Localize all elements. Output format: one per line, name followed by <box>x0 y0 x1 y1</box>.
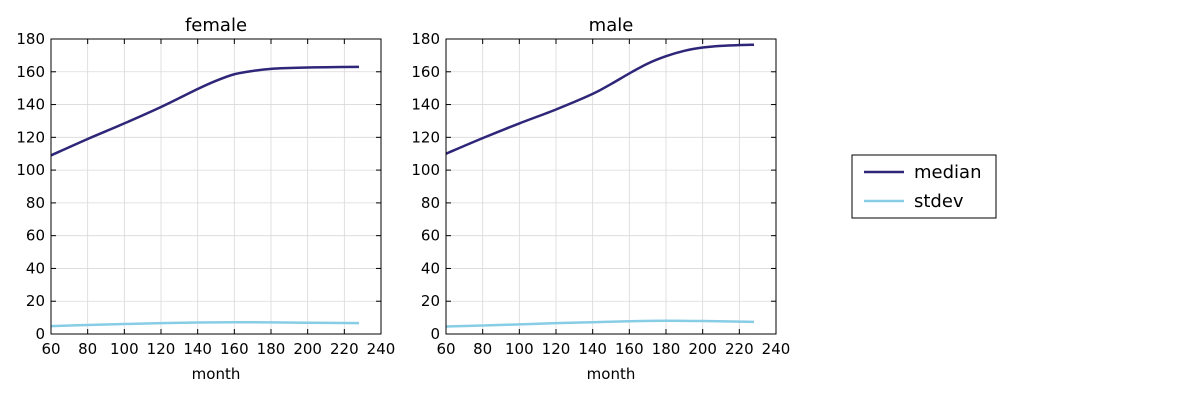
x-tick-label: 120 <box>147 340 176 358</box>
chart-panel-female: 60 80 100 120 140 160 180 200 220 240 0 20 40 60 80 100… <box>16 15 395 383</box>
y-tick-label: 0 <box>430 325 440 343</box>
y-tick-label: 0 <box>35 325 45 343</box>
plot-frame <box>445 38 777 335</box>
x-axis-label: month <box>587 365 636 383</box>
x-tick-label: 200 <box>688 340 717 358</box>
legend-label-median: median <box>914 162 981 183</box>
y-tick-label: 120 <box>411 128 440 146</box>
panel-title: male <box>589 15 634 36</box>
x-tick-label: 100 <box>505 340 534 358</box>
y-tick-label: 80 <box>421 194 440 212</box>
x-tick-label: 200 <box>293 340 322 358</box>
x-tick-label: 100 <box>110 340 139 358</box>
x-tick-label: 80 <box>78 340 97 358</box>
x-tick-label: 220 <box>330 340 359 358</box>
y-tick-label: 120 <box>16 128 45 146</box>
x-tick-label: 140 <box>578 340 607 358</box>
x-tick-label: 60 <box>41 340 60 358</box>
y-tick-label: 160 <box>16 63 45 81</box>
y-tick-label: 20 <box>26 292 45 310</box>
y-tick-label: 140 <box>16 96 45 114</box>
chart-panel-male: 60 80 100 120 140 160 180 200 220 240 0 20 40 60 80 100… <box>411 15 790 383</box>
x-tick-label: 180 <box>257 340 286 358</box>
legend-label-stdev: stdev <box>914 191 964 212</box>
y-tick-label: 180 <box>411 30 440 48</box>
series-line-median <box>446 43 755 155</box>
y-tick-label: 140 <box>411 96 440 114</box>
x-tick-label: 80 <box>473 340 492 358</box>
y-tick-label: 60 <box>26 227 45 245</box>
y-tick-label: 40 <box>26 259 45 277</box>
x-tick-label: 60 <box>436 340 455 358</box>
y-tick-label: 100 <box>411 161 440 179</box>
series-line-stdev <box>51 320 360 328</box>
y-tick-label: 60 <box>421 227 440 245</box>
panel-title: female <box>185 15 247 36</box>
y-tick-label: 180 <box>16 30 45 48</box>
y-tick-label: 100 <box>16 161 45 179</box>
x-tick-label: 240 <box>762 340 791 358</box>
x-axis-label: month <box>192 365 241 383</box>
series-line-stdev <box>446 319 755 328</box>
series-line-median <box>51 65 360 157</box>
x-tick-label: 160 <box>220 340 249 358</box>
y-tick-label: 80 <box>26 194 45 212</box>
x-tick-label: 120 <box>542 340 571 358</box>
legend-box <box>851 154 997 219</box>
y-tick-label: 20 <box>421 292 440 310</box>
x-tick-label: 140 <box>183 340 212 358</box>
x-tick-label: 160 <box>615 340 644 358</box>
chart-panels: 60 80 100 120 140 160 180 200 220 240020406080100… <box>16 15 790 383</box>
legend: median stdev <box>851 154 997 219</box>
x-tick-label: 240 <box>367 340 396 358</box>
plot-frame <box>50 38 382 335</box>
y-tick-label: 40 <box>421 259 440 277</box>
y-tick-label: 160 <box>411 63 440 81</box>
x-tick-label: 220 <box>725 340 754 358</box>
x-tick-label: 180 <box>652 340 681 358</box>
